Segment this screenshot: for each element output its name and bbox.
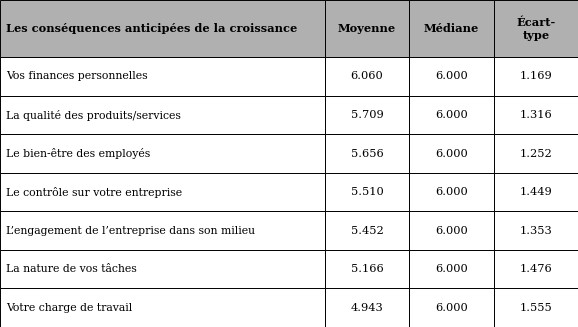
Bar — [325, 0, 409, 57]
Text: 1.169: 1.169 — [520, 72, 552, 81]
Text: 5.656: 5.656 — [351, 148, 383, 159]
Bar — [494, 173, 578, 211]
Text: La qualité des produits/services: La qualité des produits/services — [6, 110, 181, 121]
Text: 5.166: 5.166 — [351, 264, 383, 274]
Bar — [0, 211, 325, 250]
Text: 6.000: 6.000 — [435, 72, 468, 81]
Text: 1.353: 1.353 — [520, 226, 552, 236]
Text: 5.709: 5.709 — [351, 110, 383, 120]
Text: 1.555: 1.555 — [520, 303, 552, 313]
Text: Les conséquences anticipées de la croissance: Les conséquences anticipées de la croiss… — [6, 23, 297, 34]
Bar — [494, 0, 578, 57]
Text: 1.316: 1.316 — [520, 110, 552, 120]
Bar — [409, 96, 494, 134]
Bar — [494, 57, 578, 96]
Text: 1.449: 1.449 — [520, 187, 552, 197]
Text: L’engagement de l’entreprise dans son milieu: L’engagement de l’entreprise dans son mi… — [6, 226, 255, 236]
Text: 1.252: 1.252 — [520, 148, 552, 159]
Bar — [409, 134, 494, 173]
Bar — [494, 134, 578, 173]
Text: Le bien-être des employés: Le bien-être des employés — [6, 148, 150, 159]
Bar — [409, 57, 494, 96]
Bar — [0, 173, 325, 211]
Text: Moyenne: Moyenne — [338, 23, 396, 34]
Bar — [494, 211, 578, 250]
Bar — [325, 250, 409, 288]
Bar — [0, 0, 325, 57]
Bar — [325, 173, 409, 211]
Bar — [0, 288, 325, 327]
Text: 5.452: 5.452 — [351, 226, 383, 236]
Bar — [409, 173, 494, 211]
Bar — [325, 96, 409, 134]
Text: 6.000: 6.000 — [435, 303, 468, 313]
Bar — [325, 134, 409, 173]
Text: 5.510: 5.510 — [351, 187, 383, 197]
Text: 6.000: 6.000 — [435, 187, 468, 197]
Text: 6.000: 6.000 — [435, 264, 468, 274]
Bar — [409, 0, 494, 57]
Bar — [409, 211, 494, 250]
Bar — [409, 288, 494, 327]
Text: 1.476: 1.476 — [520, 264, 552, 274]
Text: Votre charge de travail: Votre charge de travail — [6, 303, 132, 313]
Bar — [0, 134, 325, 173]
Text: La nature de vos tâches: La nature de vos tâches — [6, 264, 136, 274]
Text: 6.000: 6.000 — [435, 110, 468, 120]
Bar — [0, 250, 325, 288]
Bar — [494, 250, 578, 288]
Text: 6.000: 6.000 — [435, 148, 468, 159]
Bar — [409, 250, 494, 288]
Bar — [0, 57, 325, 96]
Text: Médiane: Médiane — [424, 23, 479, 34]
Bar — [494, 96, 578, 134]
Bar — [494, 288, 578, 327]
Text: Vos finances personnelles: Vos finances personnelles — [6, 72, 147, 81]
Bar — [325, 211, 409, 250]
Text: 6.000: 6.000 — [435, 226, 468, 236]
Text: 4.943: 4.943 — [351, 303, 383, 313]
Bar — [325, 288, 409, 327]
Text: 6.060: 6.060 — [351, 72, 383, 81]
Text: Le contrôle sur votre entreprise: Le contrôle sur votre entreprise — [6, 187, 182, 198]
Text: Écart-
type: Écart- type — [516, 17, 555, 41]
Bar — [325, 57, 409, 96]
Bar — [0, 96, 325, 134]
